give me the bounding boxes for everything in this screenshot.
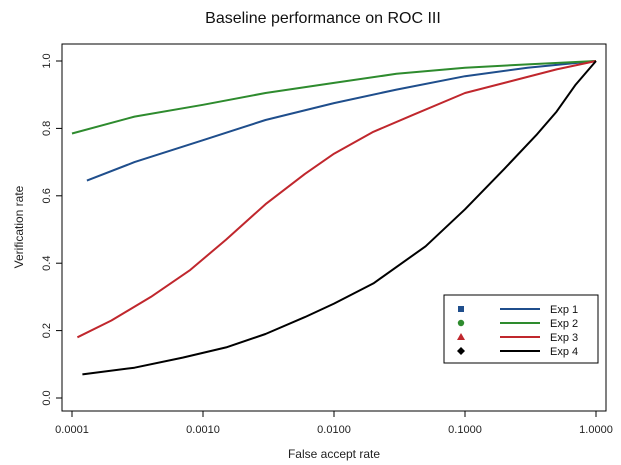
series-line-exp-4 xyxy=(82,60,597,376)
x-tick-label: 0.0001 xyxy=(55,424,89,436)
legend-label-exp-4: Exp 4 xyxy=(550,346,578,358)
y-tick-label: 0.6 xyxy=(41,188,53,203)
x-tick-label: 0.0100 xyxy=(317,424,351,436)
y-tick-label: 0.0 xyxy=(41,390,53,405)
legend-marker-exp-3 xyxy=(457,333,465,340)
series-lines xyxy=(71,60,597,376)
legend-label-exp-2: Exp 2 xyxy=(550,318,578,330)
y-tick-label: 0.2 xyxy=(41,323,53,338)
y-axis-label: Verification rate xyxy=(12,185,26,268)
x-axis-label: False accept rate xyxy=(288,447,380,461)
series-line-exp-1 xyxy=(86,60,597,182)
legend-marker-exp-2 xyxy=(457,319,465,327)
x-tick-label: 0.0010 xyxy=(186,424,220,436)
y-tick-label: 0.4 xyxy=(41,256,53,271)
y-tick-label: 1.0 xyxy=(41,53,53,68)
legend-marker-exp-1 xyxy=(458,306,464,312)
chart-title: Baseline performance on ROC III xyxy=(205,10,441,27)
legend-marker-exp-4 xyxy=(457,347,465,355)
legend-label-exp-1: Exp 1 xyxy=(550,304,578,316)
legend: Exp 1 Exp 2 Exp 3 Exp 4 xyxy=(443,294,599,364)
y-tick-label: 0.8 xyxy=(41,121,53,136)
x-tick-label: 1.0000 xyxy=(579,424,613,436)
axis-ticks: 0.0001 0.0010 0.0100 0.1000 1.0000 0.0 0.2 0.4 0… xyxy=(41,53,613,436)
x-tick-label: 0.1000 xyxy=(448,424,482,436)
legend-label-exp-3: Exp 3 xyxy=(550,332,578,344)
series-line-exp-2 xyxy=(71,60,597,135)
series-line-exp-3 xyxy=(76,60,597,339)
